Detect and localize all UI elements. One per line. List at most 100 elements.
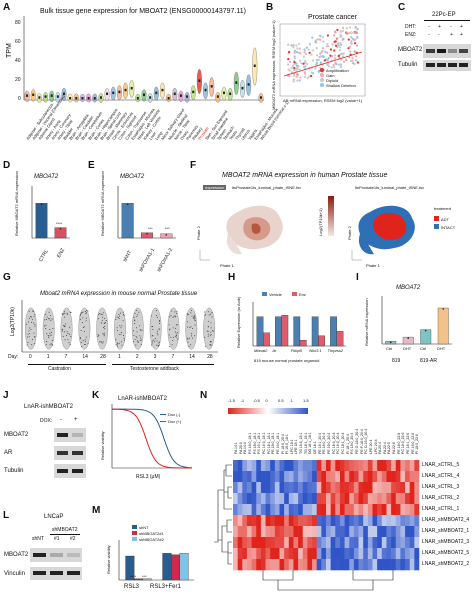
heatmap-cell: [312, 493, 317, 505]
heatmap-cell: [405, 526, 410, 538]
data-point: [210, 331, 212, 333]
violin-median: [253, 64, 256, 68]
heatmap-cell: [409, 559, 415, 571]
data-point: [28, 336, 30, 338]
heatmap-cell: [339, 482, 345, 494]
panel-b-trend-line: [283, 51, 363, 77]
heatmap-cell: [395, 526, 401, 538]
data-point: [48, 335, 50, 337]
scatter-point: [356, 28, 359, 31]
data-point: [136, 309, 138, 311]
data-point: [65, 323, 67, 325]
scatter-point: [297, 65, 300, 68]
data-point: [156, 344, 158, 346]
heatmap-cell: [344, 559, 350, 571]
heatmap-cell: [242, 526, 248, 538]
data-point: [67, 333, 69, 335]
data-point: [29, 332, 31, 334]
data-point: [100, 313, 102, 315]
panel-n-row-labels: LNAR_sCTRL_5 LNAR_sCTRL_4 LNAR_sCTRL_3 LNAR…: [422, 460, 474, 570]
heatmap-cell: [284, 548, 290, 560]
panel-m-sig-2: ***: [142, 574, 147, 579]
scatter-point: [315, 41, 318, 44]
data-point: [194, 317, 196, 319]
heatmap-cell: [307, 493, 313, 505]
heatmap-cell: [274, 471, 280, 483]
panel-k-title: LnAR-ishMBOAT2: [118, 396, 167, 402]
scatter-point: [292, 46, 295, 49]
heatmap-cell: [316, 504, 322, 516]
heatmap-cell: [251, 526, 257, 538]
data-point: [176, 324, 178, 326]
heatmap-cell: [288, 526, 294, 538]
heatmap-cell: [400, 471, 406, 483]
data-point: [176, 334, 178, 336]
data-point: [154, 338, 156, 340]
heatmap-cell: [316, 537, 322, 549]
heatmap-cell: [400, 482, 406, 494]
data-point: [140, 329, 142, 331]
violin-median: [235, 81, 238, 84]
panel-n-col-label: PE 16:0_20:4: [327, 432, 331, 454]
panel-g-day-value: 14: [189, 354, 195, 360]
panel-m-bar-chart: [118, 540, 194, 581]
heatmap-cell: [358, 548, 364, 560]
heatmap-cell: [377, 493, 383, 505]
heatmap-cell: [326, 548, 331, 560]
legend-item-diploid: Diploid: [320, 78, 356, 83]
heatmap-cell: [233, 504, 238, 516]
heatmap-cell: [237, 471, 243, 483]
heatmap-cell: [395, 504, 401, 516]
panel-b-legend: Amplification Gain Diploid Shallow Delet…: [320, 68, 356, 88]
data-point: [151, 326, 153, 328]
heatmap-cell: [321, 471, 327, 483]
heatmap-cell: [405, 537, 410, 549]
violin: [167, 307, 180, 350]
data-point: [121, 344, 123, 346]
scatter-point: [293, 61, 296, 64]
heatmap-cell: [326, 504, 331, 516]
violin-median: [143, 93, 145, 96]
violin-median: [241, 86, 244, 90]
data-point: [64, 311, 66, 313]
data-point: [29, 316, 31, 318]
panel-n-col-label: PE O-18:0_20:4: [354, 428, 359, 454]
data-point: [168, 334, 170, 336]
panel-c-enz-4: +: [460, 32, 463, 38]
heatmap-cell: [284, 526, 290, 538]
heatmap-cell: [251, 537, 257, 549]
heatmap-cell: [395, 559, 401, 571]
scatter-point: [315, 47, 318, 50]
data-point: [101, 314, 103, 316]
violin-median: [198, 79, 201, 82]
panel-h-xtick-label: Fkbp5: [290, 348, 302, 353]
data-point: [118, 318, 120, 320]
heatmap-cell: [400, 537, 406, 549]
data-point: [175, 333, 177, 335]
panel-f-title: MBOAT2 mRNA expression in human Prostate…: [222, 172, 388, 179]
scatter-point: [327, 65, 331, 68]
heatmap-cell: [251, 548, 257, 560]
heatmap-cell: [353, 460, 359, 472]
heatmap-cell: [256, 526, 262, 538]
heatmap-cell: [233, 515, 238, 527]
data-point: [210, 334, 212, 336]
data-point: [68, 342, 70, 344]
scatter-point: [321, 47, 325, 50]
heatmap-cell: [386, 471, 392, 483]
panel-c-dht-3: -: [450, 24, 452, 30]
scatter-point: [298, 59, 302, 62]
violin-median: [63, 92, 65, 96]
data-point: [136, 314, 138, 316]
scatter-point: [296, 68, 299, 71]
heatmap-cell: [260, 548, 266, 560]
heatmap-cell: [335, 515, 341, 527]
heatmap-cell: [298, 493, 304, 505]
heatmap-cell: [381, 504, 387, 516]
heatmap-cell: [326, 471, 331, 483]
heatmap-cell: [363, 493, 369, 505]
scatter-point: [304, 61, 307, 64]
data-point: [174, 335, 176, 337]
scatter-point: [287, 50, 291, 54]
heatmap-cell: [307, 460, 313, 472]
